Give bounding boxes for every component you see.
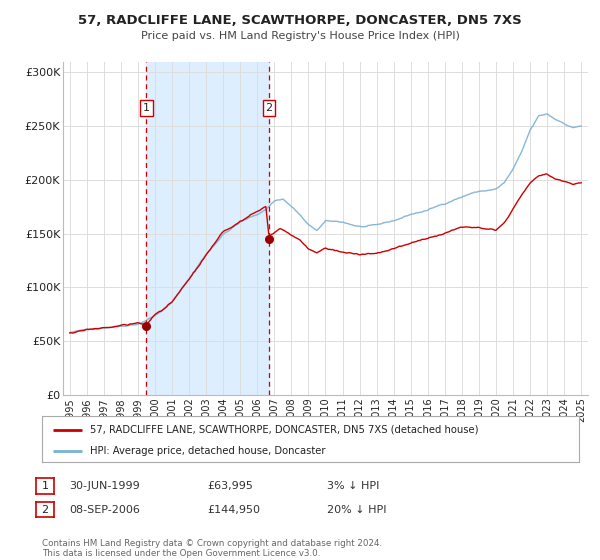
Text: 3% ↓ HPI: 3% ↓ HPI <box>327 481 379 491</box>
Text: 30-JUN-1999: 30-JUN-1999 <box>69 481 140 491</box>
Text: This data is licensed under the Open Government Licence v3.0.: This data is licensed under the Open Gov… <box>42 549 320 558</box>
Text: £63,995: £63,995 <box>207 481 253 491</box>
Text: Contains HM Land Registry data © Crown copyright and database right 2024.: Contains HM Land Registry data © Crown c… <box>42 539 382 548</box>
Bar <box>146 62 269 395</box>
Text: 20% ↓ HPI: 20% ↓ HPI <box>327 505 386 515</box>
Text: 57, RADCLIFFE LANE, SCAWTHORPE, DONCASTER, DN5 7XS: 57, RADCLIFFE LANE, SCAWTHORPE, DONCASTE… <box>78 14 522 27</box>
Text: 1: 1 <box>143 103 150 113</box>
Text: 08-SEP-2006: 08-SEP-2006 <box>69 505 140 515</box>
Text: 2: 2 <box>265 103 272 113</box>
Text: HPI: Average price, detached house, Doncaster: HPI: Average price, detached house, Donc… <box>91 446 326 455</box>
Text: Price paid vs. HM Land Registry's House Price Index (HPI): Price paid vs. HM Land Registry's House … <box>140 31 460 41</box>
Text: 57, RADCLIFFE LANE, SCAWTHORPE, DONCASTER, DN5 7XS (detached house): 57, RADCLIFFE LANE, SCAWTHORPE, DONCASTE… <box>91 425 479 435</box>
Text: 1: 1 <box>41 481 49 491</box>
Text: 2: 2 <box>41 505 49 515</box>
Text: £144,950: £144,950 <box>207 505 260 515</box>
